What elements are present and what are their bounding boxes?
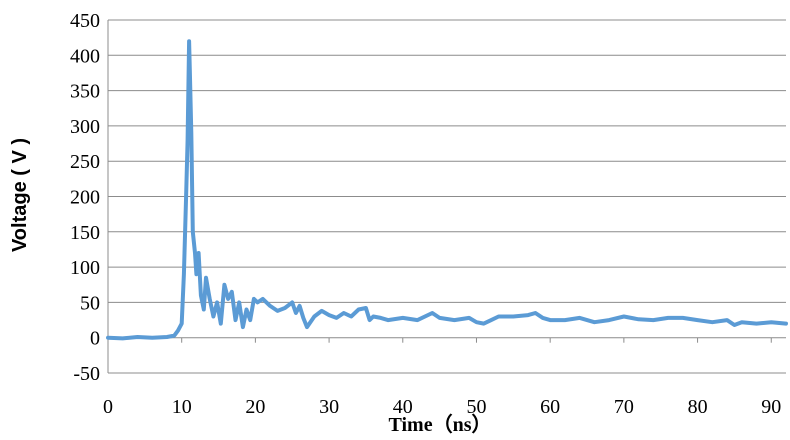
x-tick-label: 20	[245, 396, 265, 418]
y-tick-label: 150	[70, 222, 100, 244]
axes	[107, 20, 786, 373]
x-tick-label: 70	[614, 396, 634, 418]
y-tick-label: 300	[70, 116, 100, 138]
y-tick-label: 100	[70, 257, 100, 279]
x-tick-label: 50	[466, 396, 486, 418]
y-tick-label: 200	[70, 187, 100, 209]
x-tick-label: 10	[172, 396, 192, 418]
x-tick-label: 90	[761, 396, 781, 418]
y-tick-label: 450	[70, 10, 100, 32]
y-tick-label: -50	[73, 363, 100, 385]
series-layer	[106, 39, 788, 341]
y-tick-label: 0	[90, 328, 100, 350]
x-tick-label: 30	[319, 396, 339, 418]
y-tick-label: 250	[70, 151, 100, 173]
x-tick-label: 0	[103, 396, 113, 418]
y-tick-labels: -50 0 50 100 150 200 250 300 350 400 450	[70, 10, 100, 385]
y-tick-label: 400	[70, 45, 100, 67]
x-tick-label: 80	[688, 396, 708, 418]
series-line-0	[106, 39, 788, 341]
y-tick-label: 50	[80, 292, 100, 314]
x-axis-title: Time（ns）	[389, 413, 492, 436]
x-tick-labels: 0 10 20 30 40 50 60 70 80 90	[103, 396, 781, 418]
x-tick-label: 40	[393, 396, 413, 418]
y-tick-label: 350	[70, 81, 100, 103]
x-tick-label: 60	[540, 396, 560, 418]
y-axis-title: Voltage ( V )	[9, 138, 31, 252]
